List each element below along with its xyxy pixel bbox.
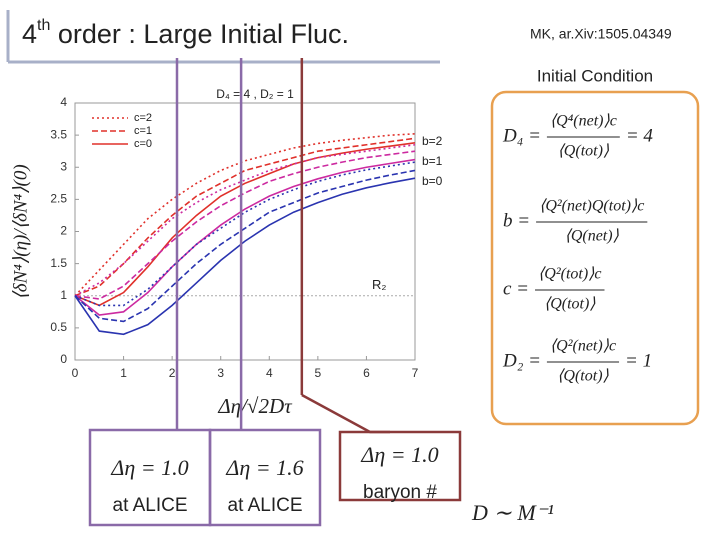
callout-text: at ALICE <box>228 495 303 516</box>
y-tick-label: 2 <box>60 224 67 238</box>
plot-frame <box>74 102 416 361</box>
callout-text: Δη = 1.0 <box>110 455 188 480</box>
y-axis-label: ⟨δN⁴⟩(η)/⟨δN⁴⟩(0) <box>10 164 31 299</box>
curve-label: b=1 <box>422 154 443 168</box>
callout-pointer <box>301 393 390 434</box>
y-tick-label: 0.5 <box>50 320 67 334</box>
callout-box <box>338 430 462 502</box>
formula-numerator: ⟨Q²(tot)⟩c <box>538 266 601 283</box>
title-lead: 4 <box>22 19 37 49</box>
chart-title: D₄ = 4 , D₂ = 1 <box>216 87 294 101</box>
callout-text: at ALICE <box>113 495 188 516</box>
formula-denominator: ⟨Q(tot)⟩ <box>558 143 610 160</box>
formula-lhs: D₂ = <box>502 350 541 371</box>
formula-numerator: ⟨Q²(net)Q(tot)⟩c <box>539 198 644 215</box>
formula-lhs: D₄ = <box>502 125 541 146</box>
x-tick-label: 0 <box>72 366 79 380</box>
curve <box>74 169 416 323</box>
y-tick-label: 1.5 <box>50 256 67 270</box>
curve <box>74 142 416 307</box>
reference-label: R₂ <box>372 277 386 292</box>
legend-label: c=2 <box>134 112 152 124</box>
citation: MK, ar.Xiv:1505.04349 <box>530 26 672 42</box>
curve <box>74 150 416 300</box>
y-tick-label: 2.5 <box>50 192 67 206</box>
x-tick-label: 3 <box>217 366 224 380</box>
x-tick-label: 4 <box>266 366 273 380</box>
legend-label: c=0 <box>134 138 152 150</box>
callout-text: Δη = 1.0 <box>360 442 438 467</box>
y-tick-label: 0 <box>60 352 67 366</box>
y-tick-label: 3 <box>60 159 67 173</box>
formula-numerator: ⟨Q⁴(net)⟩c <box>550 113 617 130</box>
curve <box>74 137 416 297</box>
formula-denominator: ⟨Q(tot)⟩ <box>557 368 609 385</box>
x-tick-label: 7 <box>412 366 419 380</box>
curve <box>74 133 416 297</box>
curve-label: b=0 <box>422 174 443 188</box>
formula-denominator: ⟨Q(tot)⟩ <box>544 296 596 313</box>
callout-box <box>208 428 322 527</box>
curve <box>74 161 416 307</box>
condition-box <box>490 90 700 426</box>
slide-title: 4th order : Large Initial Fluc. <box>22 17 349 49</box>
formula-rhs: = 4 <box>626 125 654 146</box>
y-tick-label: 1 <box>60 288 67 302</box>
formula-denominator: ⟨Q(net)⟩ <box>565 228 620 245</box>
x-tick-label: 1 <box>120 366 127 380</box>
y-tick-label: 4 <box>60 95 67 109</box>
x-tick-label: 6 <box>363 366 370 380</box>
x-axis-label: Δη/√2Dτ <box>217 394 293 418</box>
legend-label: c=1 <box>134 125 152 137</box>
title-rest: order : Large Initial Fluc. <box>50 19 349 49</box>
callout-text: Δη = 1.6 <box>225 455 303 480</box>
x-tick-label: 2 <box>169 366 176 380</box>
y-tick-label: 3.5 <box>50 127 67 141</box>
x-tick-label: 5 <box>315 366 322 380</box>
title-sup: th <box>37 17 50 34</box>
condition-label: Initial Condition <box>537 66 653 85</box>
formula-rhs: = 1 <box>625 350 652 371</box>
formula-lhs: c = <box>503 278 529 299</box>
footnote: D ∼ M⁻¹ <box>471 500 554 525</box>
callout-text: baryon # <box>363 482 437 503</box>
formula-lhs: b = <box>503 210 530 231</box>
curve-label: b=2 <box>422 134 443 148</box>
curve <box>74 177 416 336</box>
curve <box>74 158 416 316</box>
formula-numerator: ⟨Q²(net)⟩c <box>550 338 616 355</box>
